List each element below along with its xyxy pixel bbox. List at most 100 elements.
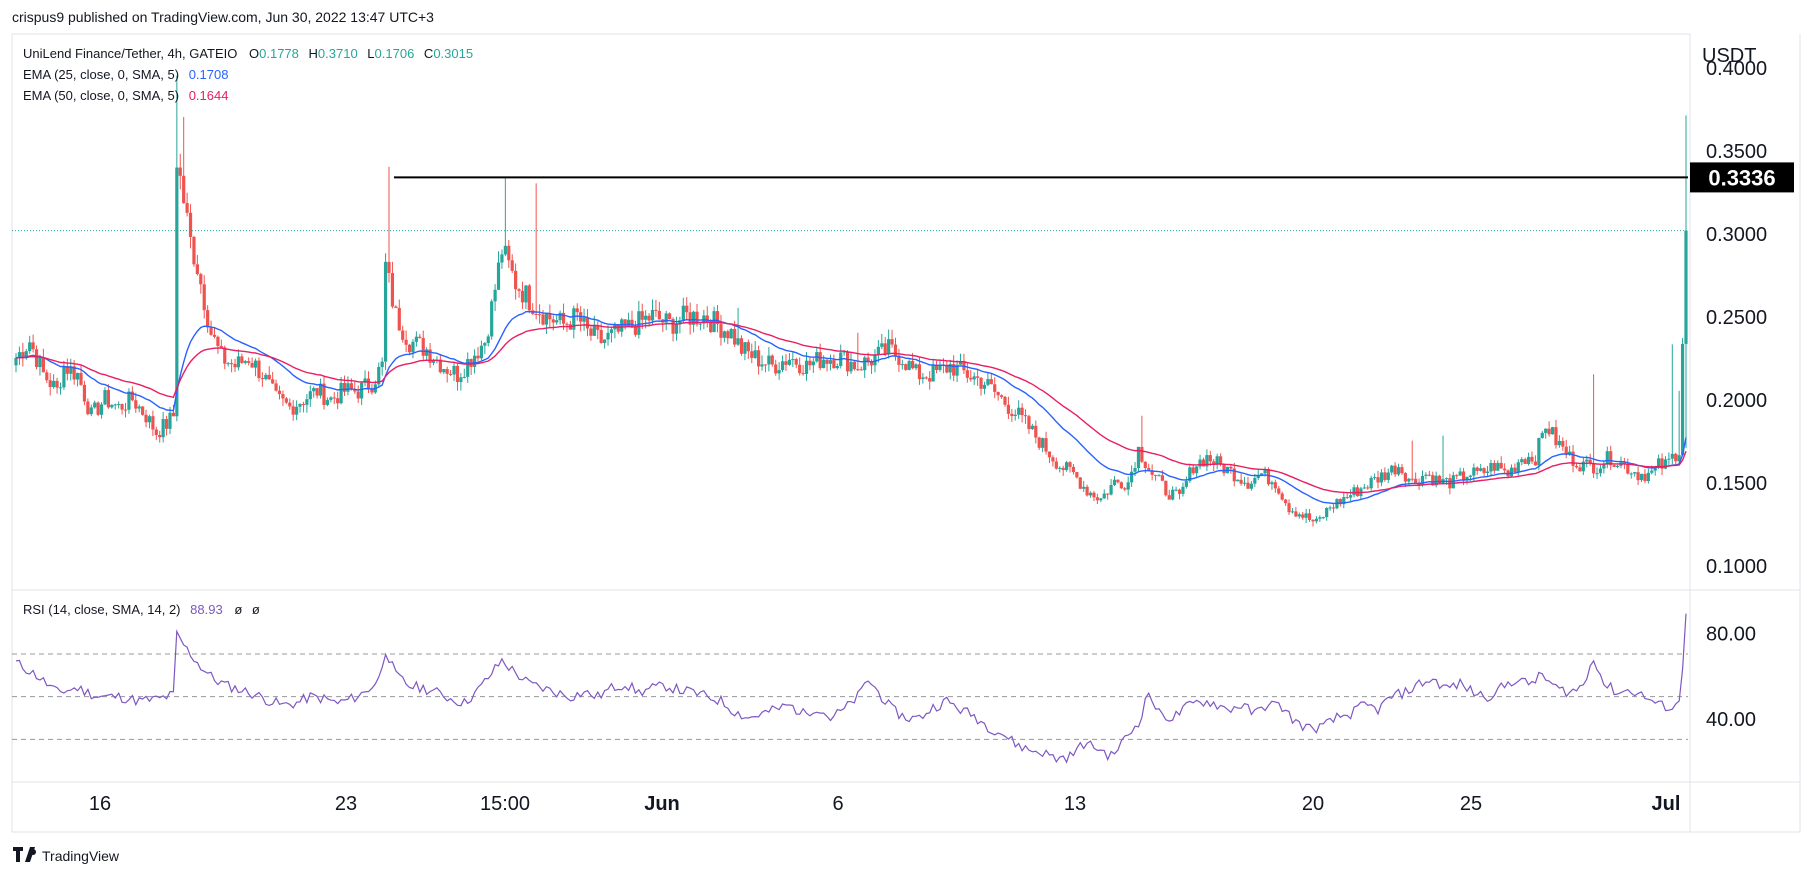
candle-body bbox=[999, 395, 1004, 397]
candle-body bbox=[178, 167, 182, 176]
candle bbox=[1503, 463, 1507, 474]
candle bbox=[48, 373, 52, 396]
candle bbox=[691, 310, 696, 333]
candle bbox=[907, 359, 911, 371]
candle-body bbox=[1639, 473, 1644, 481]
candle bbox=[62, 360, 66, 390]
candle-body bbox=[976, 376, 980, 378]
candle bbox=[825, 358, 829, 372]
time-tick-label: 6 bbox=[832, 793, 843, 815]
candle-body bbox=[719, 324, 723, 338]
candle bbox=[965, 363, 969, 383]
candle-body bbox=[606, 332, 610, 340]
chart-frame bbox=[11, 33, 1691, 833]
candle bbox=[1328, 505, 1332, 511]
candle bbox=[110, 404, 114, 409]
legend-low-value: 0.1706 bbox=[375, 46, 415, 61]
candle-body bbox=[1061, 467, 1065, 471]
candle bbox=[1140, 415, 1144, 464]
candle-body bbox=[794, 359, 798, 365]
candle-body bbox=[1116, 479, 1120, 483]
candle-body bbox=[928, 378, 932, 382]
candle-body bbox=[1485, 471, 1490, 474]
candle bbox=[832, 354, 836, 369]
candle-body bbox=[1017, 407, 1021, 415]
candle-body bbox=[1037, 437, 1041, 448]
candle bbox=[780, 355, 785, 373]
candle-body bbox=[537, 314, 542, 316]
candle bbox=[1342, 491, 1346, 509]
candle bbox=[654, 299, 658, 317]
candle bbox=[1041, 437, 1045, 453]
candle-body bbox=[250, 362, 254, 368]
candle bbox=[397, 299, 401, 331]
legend-rsi-value: 88.93 bbox=[190, 602, 223, 617]
candle bbox=[757, 345, 761, 375]
candle-body bbox=[808, 360, 812, 366]
candle-body bbox=[585, 317, 590, 329]
candle-body bbox=[1174, 489, 1178, 491]
candle-body bbox=[1239, 479, 1243, 484]
candle bbox=[21, 342, 25, 367]
candle bbox=[945, 360, 949, 374]
candle-body bbox=[1266, 469, 1271, 485]
candle-body bbox=[38, 357, 42, 368]
candle bbox=[572, 305, 576, 339]
candle-body bbox=[1085, 486, 1089, 496]
candle bbox=[1034, 420, 1038, 444]
candle bbox=[1191, 464, 1195, 476]
candle bbox=[86, 398, 90, 416]
candle bbox=[250, 357, 254, 368]
candle-body bbox=[1147, 468, 1151, 471]
candle-body bbox=[791, 359, 795, 361]
candle bbox=[141, 405, 145, 416]
candle-body bbox=[1547, 428, 1551, 435]
candle-body bbox=[1660, 458, 1664, 469]
candle bbox=[96, 401, 100, 417]
candle-body bbox=[1578, 467, 1582, 472]
candle-body bbox=[93, 402, 97, 408]
candle bbox=[178, 153, 182, 190]
candle-body bbox=[1232, 468, 1236, 482]
candle bbox=[260, 372, 264, 387]
candle-body bbox=[1106, 493, 1110, 495]
candle-body bbox=[900, 364, 904, 366]
candle bbox=[1581, 456, 1585, 476]
candle bbox=[924, 376, 928, 380]
candle bbox=[1605, 446, 1609, 469]
price-tick-label: 0.3500 bbox=[1706, 141, 1767, 163]
candle bbox=[219, 339, 223, 348]
candle-body bbox=[866, 357, 870, 362]
candle bbox=[1513, 463, 1517, 474]
candle-body bbox=[318, 383, 323, 396]
candle-body bbox=[938, 364, 942, 371]
candle-body bbox=[893, 344, 898, 356]
legend-rsi-extra1: ø bbox=[234, 602, 242, 617]
candle-body bbox=[1311, 519, 1315, 522]
candle bbox=[404, 330, 408, 353]
candle bbox=[1325, 507, 1329, 521]
candle bbox=[267, 366, 271, 381]
candle-body bbox=[479, 345, 484, 359]
candle-body bbox=[1112, 479, 1117, 485]
candle bbox=[1626, 458, 1630, 475]
candle bbox=[976, 369, 980, 386]
candle bbox=[1376, 470, 1380, 489]
candle bbox=[1557, 435, 1561, 448]
candle bbox=[1465, 476, 1469, 485]
candle-body bbox=[322, 383, 326, 405]
candle-body bbox=[199, 274, 203, 285]
candle-body bbox=[356, 391, 360, 399]
candle bbox=[1280, 491, 1284, 501]
candle-body bbox=[1403, 473, 1407, 482]
time-tick-label: 13 bbox=[1064, 793, 1086, 815]
candle-body bbox=[1496, 462, 1500, 471]
candle-body bbox=[1140, 446, 1144, 462]
candle bbox=[931, 359, 935, 382]
candle bbox=[1229, 463, 1233, 474]
candle-body bbox=[1184, 481, 1188, 487]
tradingview-logo[interactable]: TradingView bbox=[13, 847, 120, 864]
candle-body bbox=[476, 355, 480, 359]
candle-body bbox=[147, 416, 152, 423]
candle bbox=[1123, 487, 1127, 492]
